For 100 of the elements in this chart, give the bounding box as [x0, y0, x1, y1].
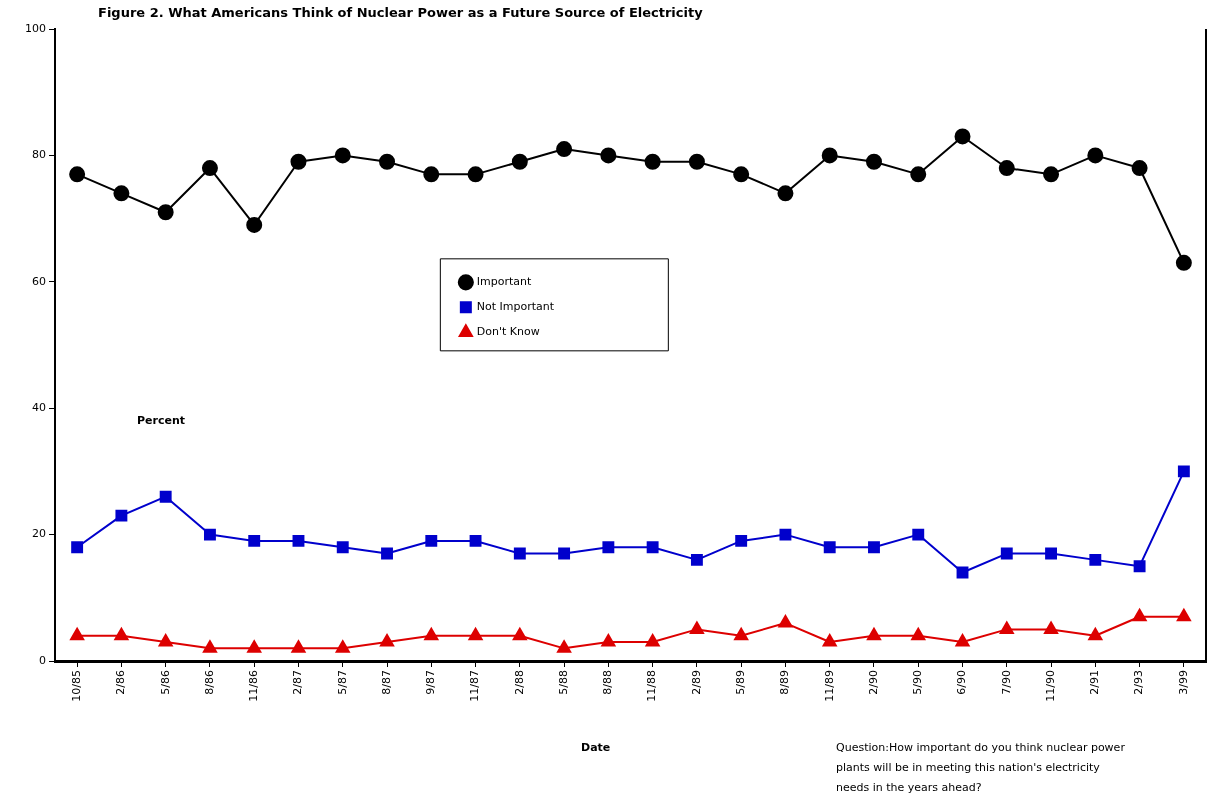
- legend-label: Not Important: [476, 300, 555, 314]
- x-tick-label: 8/88: [601, 670, 615, 695]
- x-tick-label: 9/87: [424, 670, 438, 695]
- y-tick-label: 20: [32, 527, 46, 541]
- x-tick-label: 5/89: [734, 670, 748, 695]
- point: [823, 541, 836, 554]
- point: [248, 534, 261, 547]
- point: [335, 640, 350, 653]
- point: [467, 166, 484, 183]
- point: [912, 528, 925, 541]
- point: [511, 153, 528, 170]
- text: Question:How important do you think nuclear power plants will be in meeting this nation's electricity needs in the years ahead?: [836, 740, 1126, 796]
- y-tick-label: 0: [39, 653, 46, 667]
- point: [246, 216, 263, 233]
- point: [1175, 254, 1192, 271]
- point: [1177, 465, 1190, 478]
- point: [381, 547, 393, 560]
- point: [468, 627, 483, 641]
- point: [114, 627, 129, 641]
- point: [290, 153, 307, 170]
- point: [512, 627, 527, 641]
- point: [778, 615, 793, 628]
- point: [999, 621, 1014, 634]
- y-tick-label: 60: [32, 274, 46, 288]
- x-tick-label: 8/86: [202, 670, 216, 695]
- point: [868, 541, 880, 554]
- point: [998, 160, 1015, 177]
- point: [779, 528, 792, 541]
- point: [1132, 608, 1147, 622]
- chart-title: Figure 2. What Americans Think of Nuclear Power as a Future Source of Electricity: [98, 5, 703, 20]
- x-tick-label: 7/90: [999, 670, 1013, 695]
- point: [865, 153, 882, 170]
- point: [1043, 166, 1060, 183]
- point: [1044, 621, 1059, 634]
- x-tick-label: 5/87: [335, 670, 349, 695]
- x-tick-label: 2/86: [114, 670, 128, 695]
- point: [821, 147, 838, 164]
- point: [1087, 147, 1104, 164]
- point: [601, 634, 616, 647]
- x-tick-label: 5/86: [158, 670, 172, 695]
- x-tick-label: 11/89: [822, 670, 836, 702]
- point: [423, 166, 440, 183]
- point: [955, 634, 970, 647]
- y-tick-label: 100: [25, 21, 46, 35]
- point: [202, 640, 217, 653]
- y-tick-label: 40: [32, 401, 46, 415]
- x-tick-label: 2/88: [512, 670, 526, 695]
- x-tick-label: 3/99: [1176, 670, 1190, 695]
- point: [777, 185, 794, 202]
- x-tick-label: 11/87: [468, 670, 482, 702]
- x-tick-label: 10/85: [69, 670, 83, 702]
- x-tick-label: 2/93: [1132, 670, 1146, 695]
- x-tick-label: 2/87: [291, 670, 305, 695]
- point: [158, 634, 173, 647]
- point: [558, 547, 571, 560]
- x-tick-label: 6/90: [955, 670, 969, 695]
- point: [159, 490, 172, 503]
- point: [115, 509, 128, 522]
- legend-label: Important: [476, 275, 533, 289]
- point: [425, 534, 438, 547]
- y-tick-label: 80: [32, 148, 46, 162]
- point: [1000, 547, 1013, 560]
- point: [1131, 160, 1148, 177]
- x-tick-label: 5/88: [556, 670, 570, 695]
- point: [644, 153, 661, 170]
- x-tick-label: 11/90: [1043, 670, 1057, 702]
- point: [203, 528, 216, 541]
- x-tick-label: 8/89: [778, 670, 792, 695]
- point: [557, 640, 572, 653]
- x-axis-title: Date: [581, 741, 611, 754]
- point: [71, 541, 84, 554]
- point: [954, 128, 971, 145]
- point: [646, 541, 659, 554]
- point: [734, 627, 749, 641]
- point: [157, 204, 174, 221]
- x-tick-label: 11/86: [247, 670, 261, 702]
- point: [556, 141, 573, 158]
- point: [1088, 627, 1103, 641]
- x-tick-label: 11/88: [645, 670, 659, 702]
- x-tick-label: 2/91: [1088, 670, 1102, 695]
- point: [1133, 560, 1146, 573]
- point: [247, 640, 262, 653]
- point: [334, 147, 351, 164]
- point: [602, 541, 615, 554]
- point: [866, 627, 882, 641]
- point: [733, 166, 750, 183]
- point: [910, 166, 927, 183]
- point: [690, 553, 703, 566]
- point: [513, 547, 526, 560]
- point: [1045, 547, 1058, 560]
- point: [424, 627, 439, 641]
- point: [379, 153, 396, 170]
- x-tick-label: 8/87: [379, 670, 393, 695]
- x-tick-label: 2/89: [689, 670, 703, 695]
- point: [70, 627, 85, 641]
- point: [379, 634, 395, 647]
- legend-label: Don't Know: [476, 325, 540, 339]
- point: [822, 634, 837, 647]
- point: [469, 534, 482, 547]
- point: [69, 166, 86, 183]
